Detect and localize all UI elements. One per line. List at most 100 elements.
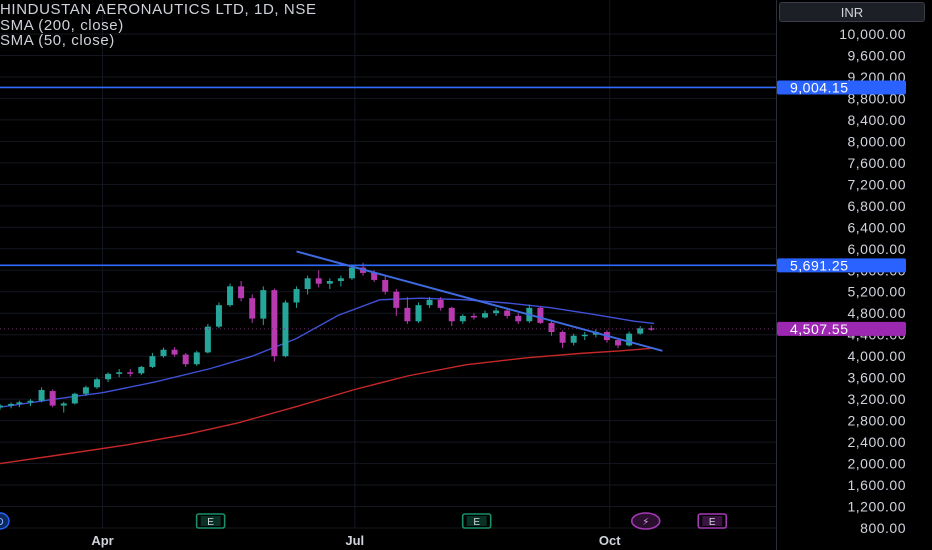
candle[interactable] [459,314,466,324]
candle[interactable] [304,275,311,295]
candle[interactable] [581,332,588,341]
candle[interactable] [127,369,134,377]
candle[interactable] [171,347,178,357]
candle[interactable] [337,275,344,287]
candle[interactable] [82,385,89,396]
price-tick-label: 3,200.00 [848,391,907,407]
candle[interactable] [437,297,444,311]
candle[interactable] [648,325,655,331]
earnings-badge[interactable] [195,513,226,529]
earnings-badge[interactable] [461,513,492,529]
candle[interactable] [238,281,245,302]
candle[interactable] [149,352,156,368]
symbol-title[interactable]: HINDUSTAN AERONAUTICS LTD, 1D, NSE [0,1,317,18]
candle-body [337,278,344,281]
candle[interactable] [404,297,411,324]
resistance-trendline[interactable] [296,250,663,352]
candle[interactable] [16,400,23,408]
candle[interactable] [626,331,633,347]
sma-200-legend[interactable]: SMA (200, close) [0,17,124,34]
candle[interactable] [415,302,422,323]
candle[interactable] [27,399,34,407]
candlestick-series [0,262,655,413]
candle-body [105,373,112,380]
price-tick-label: 4,800.00 [848,305,907,321]
candle-body [382,279,389,292]
earnings-badge[interactable] [697,513,728,529]
earnings-marker[interactable]: E [195,513,226,529]
candle[interactable] [293,286,300,308]
candle[interactable] [260,286,267,326]
sma-50-series [0,297,655,408]
time-axis[interactable]: Apr Jul Oct [91,533,621,548]
candle[interactable] [426,297,433,308]
candle-body [648,328,655,330]
candle-body [127,372,134,374]
candle[interactable] [38,387,45,403]
candle[interactable] [193,350,200,366]
earnings-marker[interactable]: E [461,513,492,529]
split-marker[interactable]: ⚡ [630,512,661,530]
candle-body [570,335,577,343]
trendline[interactable] [296,250,663,352]
candle[interactable] [215,302,222,329]
candle-body [149,356,156,367]
candle[interactable] [448,306,455,327]
sma-50-legend[interactable]: SMA (50, close) [0,32,115,49]
candle-body [260,290,267,319]
candle[interactable] [559,330,566,349]
candle[interactable] [482,310,488,319]
candle[interactable] [204,323,211,354]
candle[interactable] [570,333,577,346]
candle-body [559,332,566,343]
candle[interactable] [470,313,477,320]
candle[interactable] [315,270,322,288]
candle-body [193,352,200,365]
candle[interactable] [382,275,389,295]
candle-body [448,307,455,322]
candle[interactable] [94,377,100,389]
candle[interactable] [116,369,123,378]
candle-body [38,390,45,401]
candle[interactable] [60,401,67,413]
candle[interactable] [227,283,234,307]
earnings-marker[interactable]: E [697,513,728,529]
candle[interactable] [537,306,544,324]
candle-body [548,322,555,333]
candle-body [482,313,488,318]
currency-selector[interactable]: INR [779,2,925,22]
candle[interactable] [393,289,400,316]
candle[interactable] [515,313,522,324]
price-axis[interactable]: 10,000.009,600.009,200.008,800.008,400.0… [839,26,906,536]
candle-body [249,298,256,319]
candle[interactable] [548,320,555,336]
candle[interactable] [326,278,333,290]
candle-body [581,334,588,337]
candle-body [504,310,511,316]
horizontal-lines[interactable] [0,86,776,330]
candle[interactable] [637,326,644,335]
dividend-badge[interactable] [0,512,10,530]
candle[interactable] [493,307,500,316]
event-markers[interactable]: D E E ⚡ E [0,512,728,530]
time-tick-label: Apr [91,533,113,548]
price-tick-label: 1,200.00 [848,499,907,515]
candle[interactable] [182,352,189,367]
candle[interactable] [49,389,56,408]
candle[interactable] [615,338,622,349]
candle[interactable] [249,294,256,323]
dividend-marker[interactable]: D [0,512,10,530]
candle[interactable] [282,300,289,358]
split-badge[interactable] [630,512,661,530]
candle[interactable] [0,403,3,410]
candle[interactable] [138,365,145,375]
candle-body [138,366,145,374]
candle[interactable] [160,347,167,358]
candle[interactable] [8,402,15,409]
price-tick-label: 7,600.00 [848,155,907,171]
candle-body [637,328,644,334]
candle[interactable] [71,392,78,405]
candle[interactable] [105,372,112,382]
candle[interactable] [271,288,278,362]
